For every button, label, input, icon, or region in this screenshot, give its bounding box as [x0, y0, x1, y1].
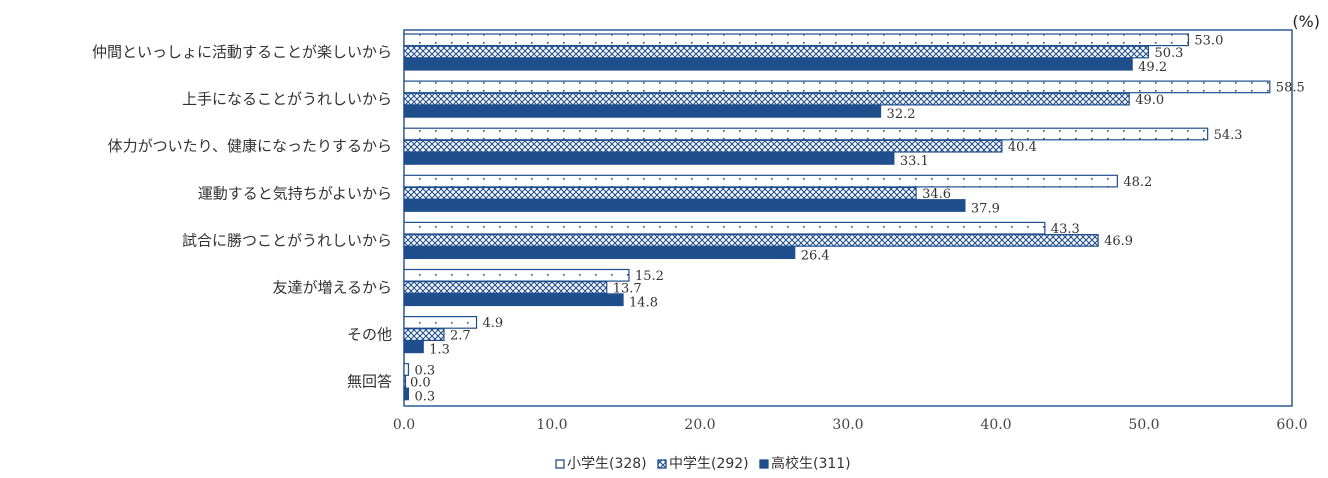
data-label-high-school-2: 33.1 [900, 154, 929, 169]
data-label-junior-high-1: 49.0 [1135, 93, 1164, 108]
category-label-1: 上手になることがうれしいから [182, 90, 392, 108]
bar-junior-high-3 [403, 186, 917, 200]
data-label-junior-high-5: 13.7 [613, 281, 642, 296]
legend-label-junior-high: 中学生(292) [669, 456, 749, 472]
data-label-high-school-4: 26.4 [801, 248, 830, 263]
legend-label-high-school: 高校生(311) [771, 455, 851, 472]
bar-elementary-1 [403, 80, 1271, 94]
data-label-junior-high-4: 46.9 [1104, 234, 1133, 249]
data-label-elementary-6: 4.9 [483, 316, 504, 331]
x-tick-label-1: 10.0 [536, 417, 567, 433]
plot-frame [403, 29, 1293, 407]
x-tick-label-4: 40.0 [980, 417, 1011, 433]
data-label-high-school-6: 1.3 [429, 343, 450, 358]
legend-swatch-junior-high [657, 459, 667, 469]
bar-junior-high-0 [403, 45, 1150, 59]
x-tick-label-5: 50.0 [1128, 417, 1159, 433]
bar-elementary-4 [403, 221, 1046, 235]
x-axis-ticks: 0.0 10.0 20.0 30.0 40.0 50.0 60.0 [393, 417, 1308, 433]
data-label-high-school-0: 49.2 [1138, 60, 1167, 75]
data-label-elementary-0: 53.0 [1194, 34, 1223, 49]
data-label-junior-high-2: 40.4 [1008, 140, 1037, 155]
x-tick-label-0: 0.0 [393, 417, 415, 433]
bar-high-school-3 [403, 199, 966, 212]
data-label-junior-high-7: 0.0 [410, 376, 431, 391]
x-tick-label-3: 30.0 [832, 417, 863, 433]
bar-elementary-2 [403, 127, 1209, 141]
data-label-high-school-7: 0.3 [414, 390, 435, 405]
data-label-junior-high-6: 2.7 [450, 328, 471, 343]
legend-swatch-high-school [759, 459, 769, 469]
category-label-3: 運動すると気持ちがよいから [198, 184, 392, 202]
data-label-junior-high-0: 50.3 [1154, 46, 1183, 61]
data-label-high-school-5: 14.8 [629, 296, 658, 311]
legend-item-junior-high: 中学生(292) [657, 456, 749, 472]
category-label-5: 友達が増えるから [272, 279, 392, 297]
category-label-4: 試合に勝つことがうれしいから [182, 231, 392, 249]
category-label-7: 無回答 [347, 373, 392, 391]
bar-elementary-6 [403, 316, 478, 329]
legend-label-elementary: 小学生(328) [567, 456, 647, 472]
bar-elementary-3 [403, 174, 1118, 188]
bar-junior-high-4 [403, 234, 1099, 247]
x-tick-label-6: 60.0 [1276, 417, 1307, 433]
category-labels: 仲間といっしょに活動することが楽しいから上手になることがうれしいから体力がついた… [92, 43, 392, 391]
unit-label: (%) [1292, 12, 1320, 31]
legend-swatch-elementary [555, 459, 565, 469]
x-tick-label-2: 20.0 [684, 417, 715, 433]
bar-elementary-0 [403, 33, 1190, 47]
bar-junior-high-1 [403, 92, 1130, 106]
category-label-0: 仲間といっしょに活動することが楽しいから [92, 43, 392, 61]
data-label-elementary-3: 48.2 [1123, 175, 1152, 190]
legend: 小学生(328) 中学生(292) 高校生(311) [555, 455, 851, 472]
bar-high-school-5 [403, 293, 624, 307]
bar-high-school-7 [403, 387, 410, 401]
bar-junior-high-6 [403, 328, 445, 341]
data-labels: 53.0 50.349.2 58.5 49.0 32.2 54.3 40.4 33.1 48.2… [410, 34, 1305, 405]
plot-area-border [403, 29, 1293, 407]
bar-junior-high-2 [403, 139, 1003, 153]
data-label-elementary-7: 0.3 [414, 363, 435, 378]
bar-junior-high-5 [403, 281, 608, 294]
data-label-high-school-3: 37.9 [971, 201, 1000, 216]
bar-high-school-2 [403, 152, 895, 165]
bar-high-school-1 [403, 104, 882, 118]
bar-junior-high-7 [403, 375, 407, 389]
category-label-2: 体力がついたり、健康になったりするから [108, 137, 392, 155]
legend-item-high-school: 高校生(311) [759, 455, 851, 472]
data-label-elementary-5: 15.2 [635, 269, 664, 284]
data-label-elementary-2: 54.3 [1214, 128, 1243, 143]
bar-high-school-6 [403, 340, 424, 354]
data-label-junior-high-3: 34.6 [922, 187, 951, 202]
bars [403, 33, 1271, 401]
data-label-elementary-1: 58.5 [1276, 81, 1305, 96]
data-label-elementary-4: 43.3 [1051, 222, 1080, 237]
category-label-6: その他 [347, 326, 392, 344]
legend-item-elementary: 小学生(328) [555, 456, 647, 472]
bar-high-school-4 [403, 246, 796, 260]
bar-high-school-0 [403, 57, 1133, 71]
bar-elementary-5 [403, 268, 630, 282]
bar-elementary-7 [403, 363, 410, 376]
data-label-high-school-1: 32.2 [887, 107, 916, 122]
